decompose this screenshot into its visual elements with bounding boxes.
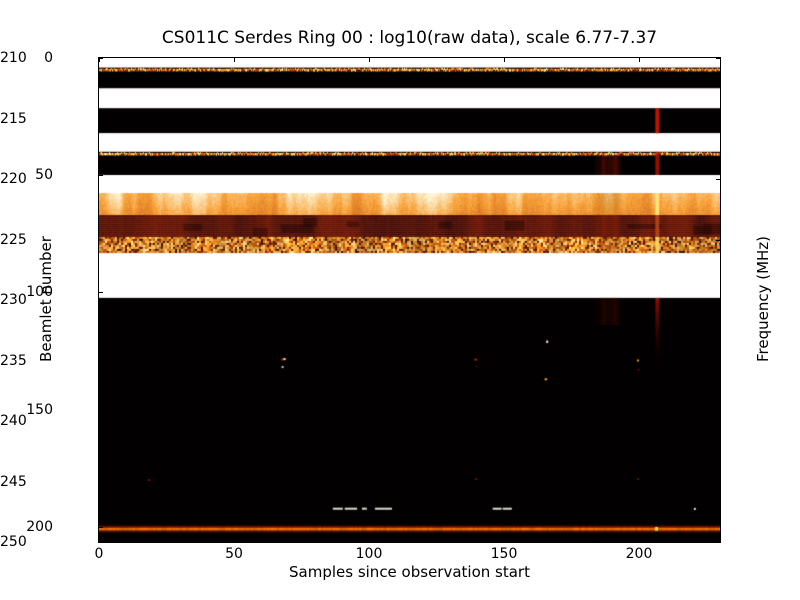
axis-tick-mark [716,300,720,301]
axis-tick-mark [99,58,103,59]
plot-frame [98,57,721,543]
y-right-tick-label: 220 [0,171,27,187]
axis-tick-mark [99,175,103,177]
axis-tick-mark [716,239,720,241]
axis-tick-mark [504,58,505,62]
axis-tick-mark [99,58,100,62]
y-right-tick-label: 250 [0,534,27,550]
y-right-axis-label: Frequency (MHz) [754,235,772,363]
x-axis-label: Samples since observation start [289,563,530,581]
y-right-tick-label: 225 [0,231,27,248]
y-right-tick-label: 230 [0,292,27,308]
axis-tick-mark [716,118,720,120]
y-left-tick-label: 100 [26,284,53,301]
axis-tick-mark [504,538,505,542]
heatmap-canvas [99,58,720,542]
y-right-tick-label: 210 [0,50,27,66]
axis-tick-mark [639,538,640,542]
y-left-tick-label: 150 [26,401,53,418]
axis-tick-mark [234,58,235,62]
y-right-tick-label: 245 [0,473,27,490]
axis-tick-mark [234,538,235,542]
x-tick-label: 0 [94,546,104,562]
y-right-tick-label: 240 [0,413,27,429]
y-left-tick-label: 50 [35,167,53,184]
axis-tick-mark [99,538,100,542]
y-left-axis-label: Beamlet number [37,236,55,362]
axis-tick-mark [716,179,720,180]
y-right-tick-label: 235 [0,352,27,369]
axis-tick-mark [716,541,720,542]
axis-tick-mark [716,360,720,362]
chart-title: CS011C Serdes Ring 00 : log10(raw data),… [161,28,658,48]
axis-tick-mark [99,526,103,528]
x-tick-label: 200 [625,546,653,562]
axis-tick-mark [369,538,370,542]
y-right-tick-label: 215 [0,110,27,127]
x-tick-label: 50 [225,546,243,562]
axis-tick-mark [639,58,640,62]
axis-tick-mark [369,58,370,62]
axis-tick-mark [716,421,720,422]
x-tick-label: 150 [490,546,518,562]
x-tick-label: 100 [355,546,383,562]
axis-tick-mark [716,58,720,59]
y-left-tick-label: 0 [44,50,53,66]
y-left-tick-label: 200 [26,518,53,535]
axis-tick-mark [716,481,720,483]
axis-tick-mark [99,409,103,411]
axis-tick-mark [99,292,103,294]
